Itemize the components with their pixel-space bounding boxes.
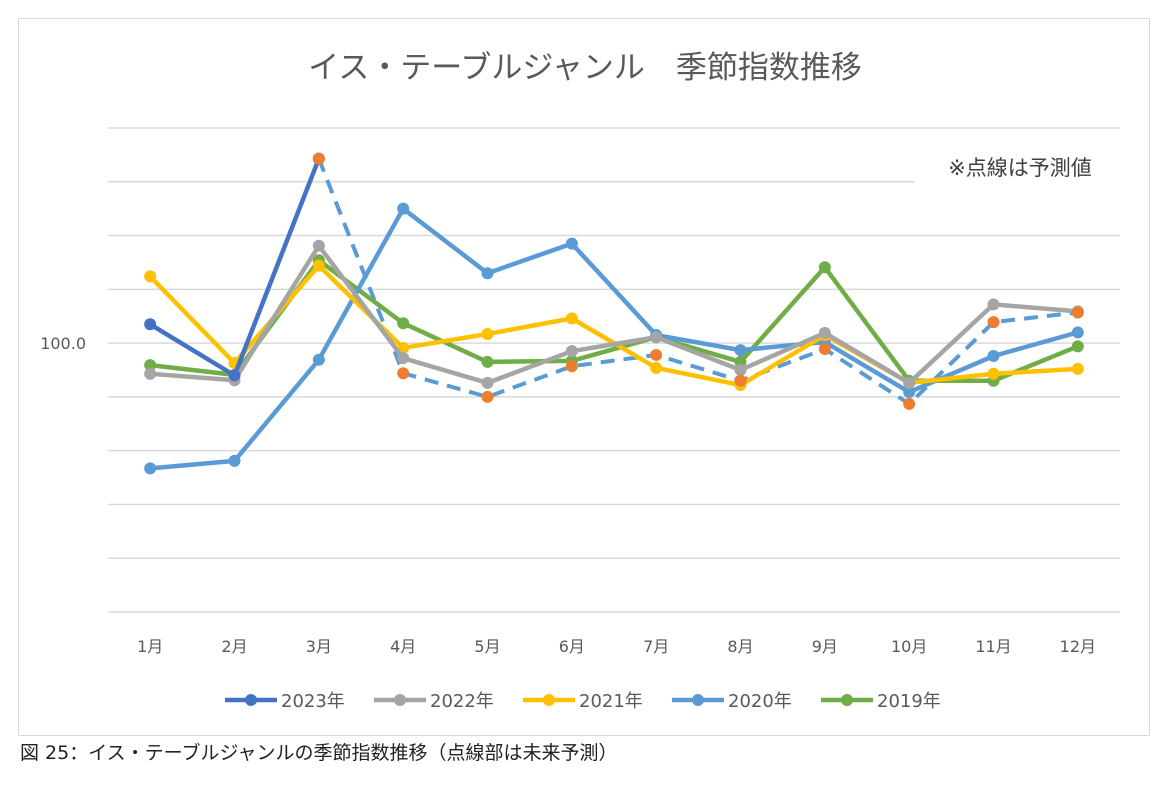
legend-label: 2019年 [877,691,941,712]
data-point [565,345,578,358]
data-point [987,350,1000,363]
x-tick-label: 11月 [975,637,1011,656]
forecast-point [903,397,916,410]
forecast-point [481,390,494,403]
x-tick-label: 2月 [221,637,247,656]
data-point [903,386,916,399]
x-tick-label: 6月 [559,637,585,656]
legend-marker [543,694,555,706]
y-tick-label: 100.0 [40,334,86,353]
figure-caption: 図 25：イス・テーブルジャンルの季節指数推移（点線部は未来予測） [20,742,618,764]
x-tick-label: 9月 [812,637,838,656]
legend-label: 2021年 [579,691,643,712]
data-point [312,239,325,252]
legend-marker [692,694,704,706]
legend-marker [245,694,257,706]
forecast-point [397,367,410,380]
x-tick-label: 7月 [643,637,669,656]
x-tick-label: 12月 [1060,637,1096,656]
data-point [1071,340,1084,353]
x-tick-label: 5月 [474,637,500,656]
x-tick-label: 3月 [306,637,332,656]
data-point [818,326,831,339]
data-point [565,237,578,250]
data-point [734,364,747,376]
forecast-line [316,157,1079,407]
data-point [228,454,241,467]
data-point [565,312,578,325]
forecast-point [818,343,831,356]
data-point [481,355,494,368]
x-tick-label: 10月 [891,637,927,656]
annotation-bg [915,148,1120,188]
legend-label: 2020年 [728,691,792,712]
data-point [397,202,410,215]
data-point [903,376,916,389]
series-line-2021年 [148,263,1078,388]
legend-marker [394,694,406,706]
data-point [397,317,410,330]
data-point [650,331,663,344]
forecast-point [650,348,663,361]
series-line-2020年 [149,206,1079,471]
legend-label: 2022年 [430,691,494,712]
data-point [734,344,747,357]
data-point [397,352,410,365]
data-point [650,361,663,374]
x-tick-label: 1月 [137,637,163,656]
forecast-point [734,374,747,387]
forecast-point [565,360,578,373]
data-point [987,298,1000,311]
data-point [144,318,157,331]
x-tick-label: 8月 [727,637,753,656]
data-point [481,376,494,389]
forecast-point [1071,306,1084,319]
data-point [1071,326,1084,339]
data-point [144,270,157,283]
data-point [987,367,1000,380]
data-point [144,367,157,380]
forecast-point [987,316,1000,329]
legend-marker [841,694,853,706]
x-tick-label: 4月 [390,637,416,656]
series-line-2022年 [149,243,1079,386]
data-point [144,359,157,372]
forecast-point [312,152,325,165]
data-point [312,353,325,366]
forecast-note: ※点線は予測値 [948,156,1092,180]
series-line-2019年 [149,258,1079,384]
data-point [1071,362,1084,375]
data-point [818,261,831,274]
data-point [312,259,325,272]
data-point [144,462,157,475]
data-point [228,369,241,382]
chart-title: イス・テーブルジャンル 季節指数推移 [308,50,862,86]
data-point [481,327,494,340]
legend-label: 2023年 [281,691,345,712]
data-point [481,267,494,280]
